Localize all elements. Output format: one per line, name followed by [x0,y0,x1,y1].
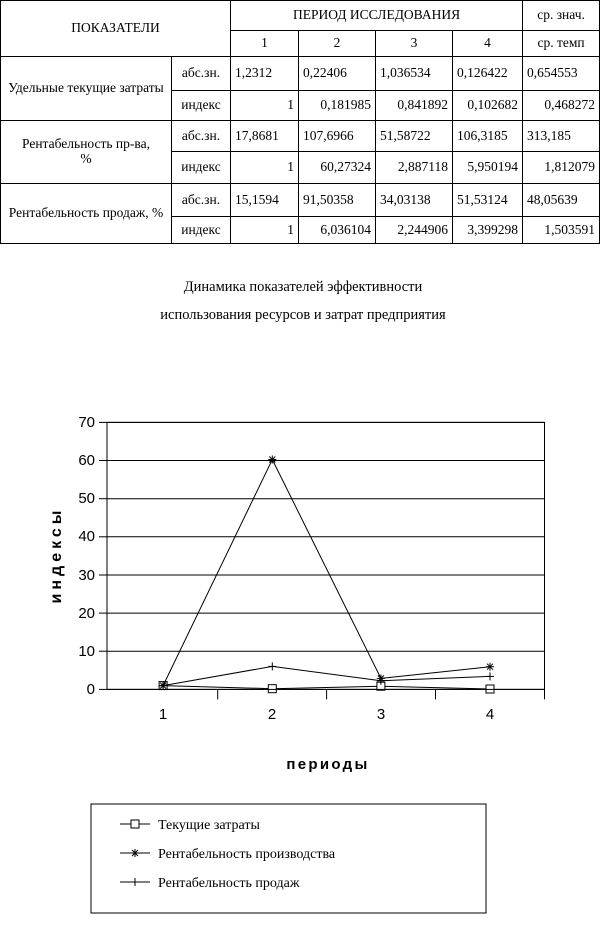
svg-text:2: 2 [268,706,276,723]
svg-text:индексы: индексы [48,507,65,604]
svg-text:Рентабельность продаж: Рентабельность продаж [158,876,300,891]
svg-text:периоды: периоды [286,756,369,773]
svg-text:использования ресурсов и затра: использования ресурсов и затрат предприя… [160,307,446,323]
svg-text:4: 4 [486,706,494,723]
svg-text:50: 50 [78,490,95,507]
svg-text:10: 10 [78,643,95,660]
svg-text:1: 1 [159,706,167,723]
svg-text:60: 60 [78,452,95,469]
svg-text:20: 20 [78,605,95,622]
svg-text:70: 70 [78,414,95,431]
svg-text:Рентабельность производства: Рентабельность производства [158,847,336,862]
svg-text:0: 0 [87,681,95,698]
svg-text:Динамика показателей эффективн: Динамика показателей эффективности [184,279,423,295]
svg-text:Текущие затраты: Текущие затраты [158,818,260,833]
svg-text:3: 3 [377,706,385,723]
svg-text:30: 30 [78,567,95,584]
svg-text:40: 40 [78,528,95,545]
